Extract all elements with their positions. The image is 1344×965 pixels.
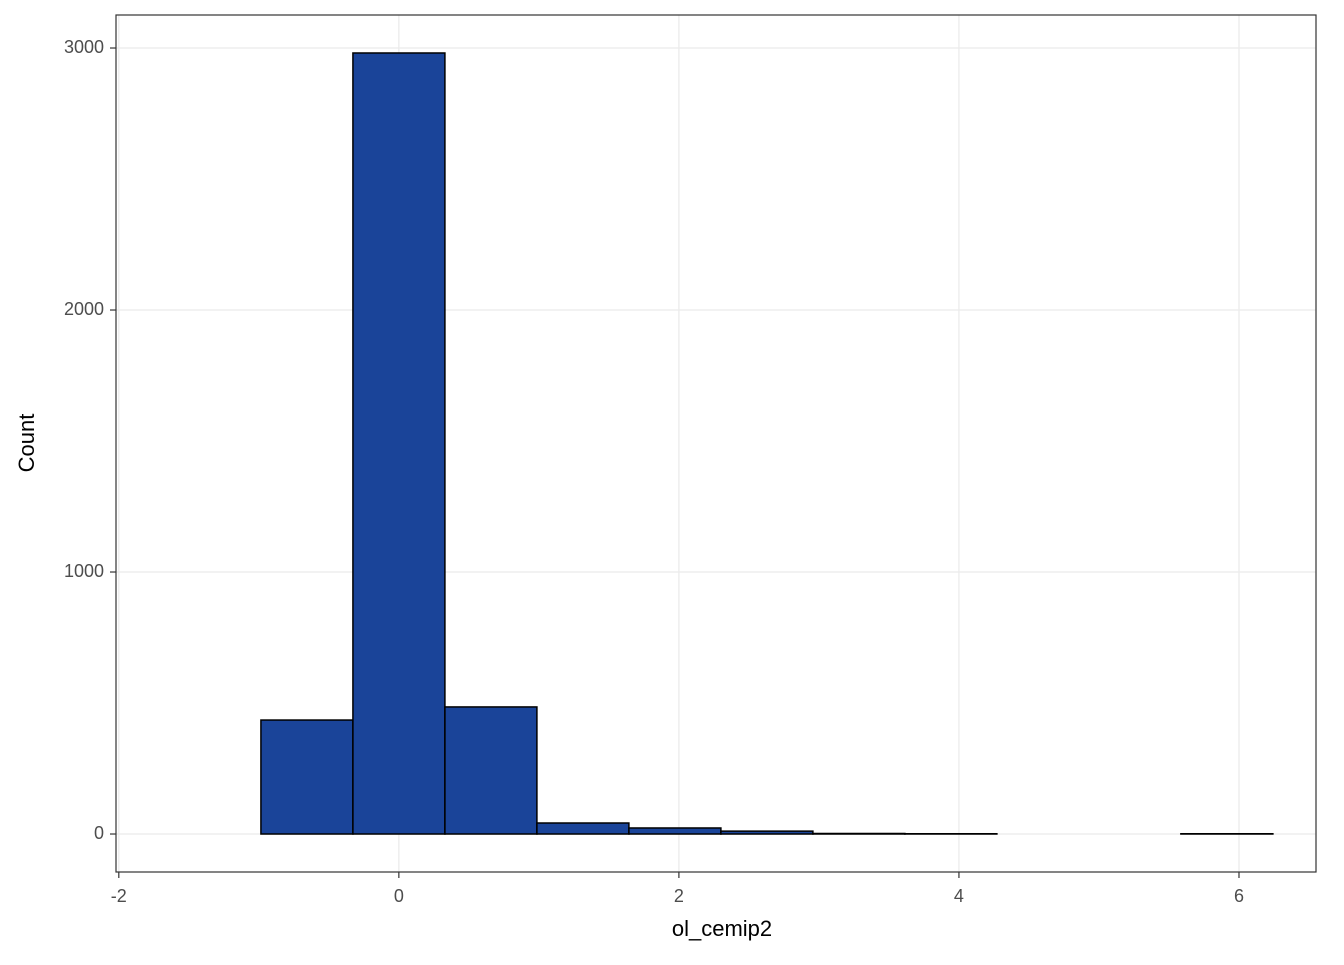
bar <box>721 831 813 834</box>
bar <box>537 823 629 834</box>
bar <box>629 828 721 834</box>
x-tick-label: -2 <box>111 886 127 906</box>
y-tick-label: 2000 <box>64 299 104 319</box>
x-axis-title: ol_cemip2 <box>672 916 772 941</box>
x-tick-label: 0 <box>394 886 404 906</box>
y-tick-label: 0 <box>94 823 104 843</box>
y-axis-title: Count <box>14 414 39 473</box>
y-tick-label: 3000 <box>64 37 104 57</box>
bar <box>445 707 537 834</box>
y-tick-label: 1000 <box>64 561 104 581</box>
x-tick-label: 4 <box>954 886 964 906</box>
bar <box>353 53 445 834</box>
bar <box>261 720 353 834</box>
x-tick-label: 2 <box>674 886 684 906</box>
x-tick-label: 6 <box>1234 886 1244 906</box>
bar <box>813 833 905 834</box>
